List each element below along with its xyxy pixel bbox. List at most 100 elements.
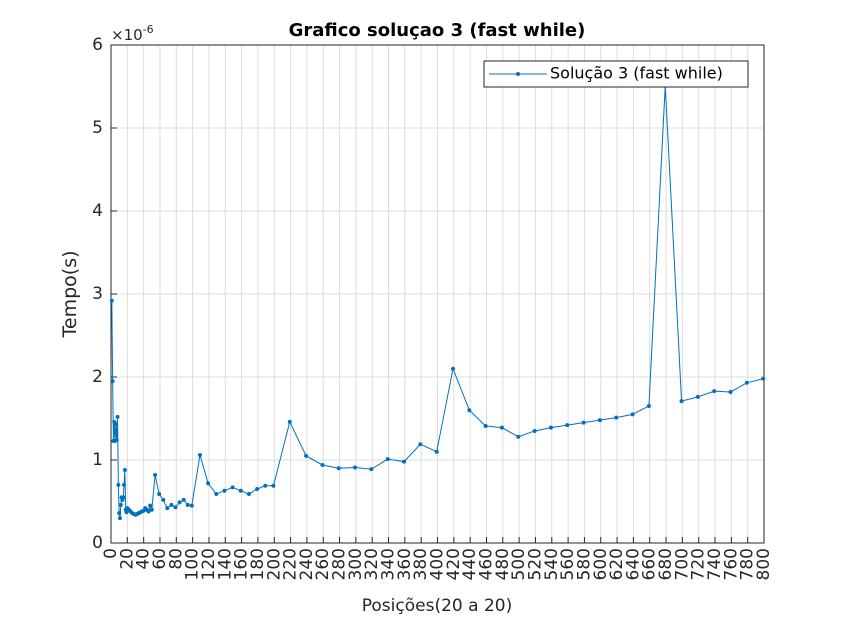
- x-tick-label: 580: [574, 548, 594, 580]
- data-point: [230, 485, 235, 490]
- y-tick-label: 2: [92, 367, 103, 387]
- x-tick-label: 760: [721, 548, 741, 580]
- y-tick-label: 4: [92, 201, 103, 221]
- x-tick-label: 420: [444, 548, 464, 580]
- data-point: [149, 507, 154, 512]
- x-tick-label: 680: [656, 548, 676, 580]
- data-point: [548, 425, 553, 430]
- x-tick-label: 560: [558, 548, 578, 580]
- y-tick-label: 1: [92, 450, 103, 470]
- x-axis-label: Posições(20 a 20): [362, 596, 512, 616]
- axes-box: [110, 44, 765, 544]
- legend-label: Solução 3 (fast while): [550, 64, 723, 83]
- x-tick-label: 40: [134, 548, 154, 570]
- data-point: [728, 389, 733, 394]
- y-tick-label: 3: [92, 284, 103, 304]
- exponent-base: ×10: [111, 26, 143, 44]
- data-point: [451, 366, 456, 371]
- x-tick-label: 740: [705, 548, 725, 580]
- x-tick-label: 660: [640, 548, 660, 580]
- data-point: [499, 425, 504, 430]
- x-tick-label: 360: [395, 548, 415, 580]
- data-point: [121, 495, 126, 500]
- data-point: [744, 380, 749, 385]
- data-point: [516, 434, 521, 439]
- data-point: [157, 492, 162, 497]
- x-tick-label: 60: [150, 548, 170, 570]
- data-point: [304, 453, 309, 458]
- data-point: [434, 449, 439, 454]
- data-point: [238, 488, 243, 493]
- data-point: [165, 506, 170, 511]
- x-tick-label: 620: [607, 548, 627, 580]
- data-point: [117, 511, 122, 516]
- y-axis-label: Tempo(s): [59, 251, 81, 339]
- data-point: [185, 502, 190, 507]
- data-point: [271, 483, 276, 488]
- chart-title: Grafico soluçao 3 (fast while): [289, 20, 586, 41]
- x-tick-label: 800: [754, 548, 774, 580]
- data-point: [122, 482, 127, 487]
- data-point: [246, 492, 251, 497]
- data-point: [206, 481, 211, 486]
- data-point: [110, 379, 115, 384]
- data-point: [148, 503, 153, 508]
- data-point: [255, 487, 260, 492]
- data-point: [124, 510, 129, 515]
- x-tick-label: 220: [281, 548, 301, 580]
- x-tick-label: 640: [623, 548, 643, 580]
- data-point: [565, 423, 570, 428]
- data-point: [214, 492, 219, 497]
- data-point: [146, 509, 151, 514]
- data-point: [712, 389, 717, 394]
- data-point: [532, 428, 537, 433]
- data-point: [630, 412, 635, 417]
- data-point: [581, 420, 586, 425]
- data-point: [418, 442, 423, 447]
- data-point: [287, 419, 292, 424]
- x-tick-label: 180: [248, 548, 268, 580]
- x-tick-label: 700: [672, 548, 692, 580]
- data-point: [336, 466, 341, 471]
- data-point: [402, 459, 407, 464]
- data-point: [161, 497, 166, 502]
- x-tick-label: 720: [689, 548, 709, 580]
- data-point: [114, 438, 119, 443]
- data-point: [115, 414, 120, 419]
- x-tick-label: 520: [525, 548, 545, 580]
- data-point: [189, 503, 194, 508]
- x-tick-label: 260: [313, 548, 333, 580]
- legend-marker: [516, 72, 520, 76]
- exponent-power: -6: [143, 23, 154, 36]
- data-point: [153, 472, 158, 477]
- data-point: [109, 298, 114, 303]
- x-tick-label: 500: [509, 548, 529, 580]
- x-tick-label: 140: [215, 548, 235, 580]
- data-point: [222, 488, 227, 493]
- x-tick-label: 780: [738, 548, 758, 580]
- x-tick-label: 380: [411, 548, 431, 580]
- x-tick-label: 320: [362, 548, 382, 580]
- x-tick-label: 240: [297, 548, 317, 580]
- y-tick-label: 5: [92, 118, 103, 138]
- data-point: [646, 404, 651, 409]
- x-tick-label: 440: [460, 548, 480, 580]
- x-tick-label: 280: [330, 548, 350, 580]
- data-point: [116, 482, 121, 487]
- data-point: [169, 502, 174, 507]
- data-point: [117, 516, 122, 521]
- y-tick-label: 6: [92, 35, 103, 55]
- x-tick-label: 100: [183, 548, 203, 580]
- x-tick-label: 400: [428, 548, 448, 580]
- data-point: [761, 376, 766, 381]
- data-point: [173, 505, 178, 510]
- data-point: [113, 422, 118, 427]
- data-point: [483, 423, 488, 428]
- x-tick-label: 540: [542, 548, 562, 580]
- data-point: [263, 483, 268, 488]
- x-tick-label: 460: [476, 548, 496, 580]
- data-point: [197, 453, 202, 458]
- data-point: [614, 415, 619, 420]
- x-tick-label: 300: [346, 548, 366, 580]
